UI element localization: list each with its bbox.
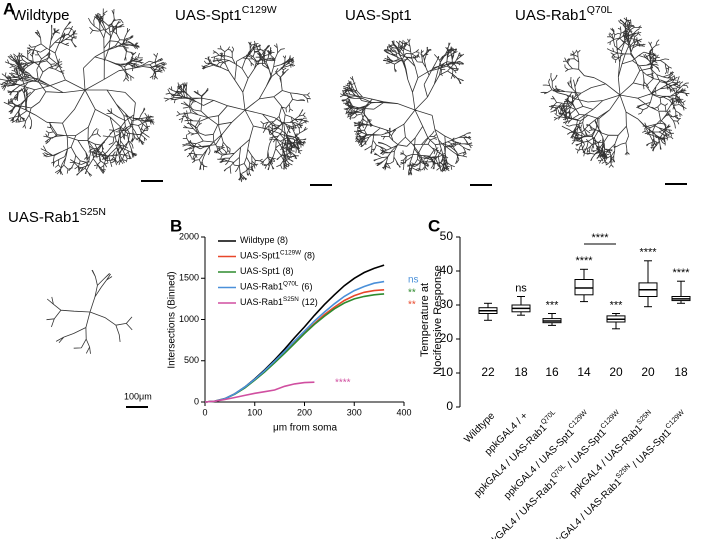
significance: **** xyxy=(672,267,690,279)
y-tick-label: 1000 xyxy=(179,314,199,324)
panel-letter: B xyxy=(170,216,182,235)
series-line xyxy=(204,293,385,403)
count: 20 xyxy=(609,365,623,379)
series-line xyxy=(204,289,385,403)
scale-bar-label: 100μm xyxy=(124,391,152,401)
y-axis-title: Nocifensive Response xyxy=(432,265,444,374)
legend-label: UAS-Spt1 (8) xyxy=(240,266,294,276)
annotation: ** xyxy=(408,288,416,299)
y-tick-label: 20 xyxy=(440,331,454,345)
legend-label-part: Wildtype (8) xyxy=(240,235,288,245)
image-label: UAS-Rab1Q70L xyxy=(515,4,613,24)
y-axis-title: Temperature at xyxy=(419,283,431,357)
legend-label-part: S25N xyxy=(283,296,299,303)
box xyxy=(574,279,594,296)
y-tick-label: 10 xyxy=(440,365,454,379)
image-label-part: Q70L xyxy=(587,4,613,16)
image-label-part: UAS-Spt1 xyxy=(345,7,412,24)
image-label: UAS-Spt1C129W xyxy=(175,4,277,24)
x-tick-label: 400 xyxy=(396,407,411,417)
significance: **** xyxy=(575,255,593,267)
legend-label-part: C129W xyxy=(280,250,301,257)
y-tick-label: 40 xyxy=(440,263,454,277)
neuron xyxy=(163,40,311,183)
legend-label: UAS-Spt1C129W (8) xyxy=(240,250,315,261)
legend-label-part: (8) xyxy=(304,251,315,261)
image-label: UAS-Rab1S25N xyxy=(8,206,106,226)
series-line xyxy=(204,280,385,403)
count: 16 xyxy=(545,365,559,379)
count: 22 xyxy=(481,365,495,379)
y-tick-label: 50 xyxy=(440,229,454,243)
y-tick-label: 0 xyxy=(446,399,453,413)
image-label: UAS-Spt1 xyxy=(345,7,412,24)
image-label-part: UAS-Rab1 xyxy=(8,209,80,226)
legend-label-part: Q70L xyxy=(283,281,299,288)
legend-label-part: UAS-Rab1 xyxy=(240,282,283,292)
neuron xyxy=(339,38,473,176)
count: 20 xyxy=(641,365,655,379)
y-tick-label: 30 xyxy=(440,297,454,311)
significance: *** xyxy=(546,299,560,311)
y-tick-label: 2000 xyxy=(179,231,199,241)
legend-label-part: UAS-Spt1 xyxy=(240,251,280,261)
neuron xyxy=(46,269,133,354)
count: 14 xyxy=(577,365,591,379)
image-label-part: UAS-Rab1 xyxy=(515,7,587,24)
x-tick-label: 0 xyxy=(202,407,207,417)
count: 18 xyxy=(514,365,528,379)
significance: ns xyxy=(515,282,527,294)
x-tick-label: 100 xyxy=(247,407,262,417)
annotation: **** xyxy=(335,378,351,389)
y-tick-label: 1500 xyxy=(179,273,199,283)
y-tick-label: 0 xyxy=(194,396,199,406)
legend-label: UAS-Rab1S25N (12) xyxy=(240,296,318,307)
x-tick-label-part: C129W xyxy=(665,409,687,431)
neuron xyxy=(540,17,690,168)
x-tick-label-part: C129W xyxy=(600,409,622,431)
x-tick-label: 200 xyxy=(297,407,312,417)
panel-letter: C xyxy=(428,216,440,235)
legend-label: UAS-Rab1Q70L (6) xyxy=(240,281,312,292)
image-label: Wildtype xyxy=(12,7,70,24)
x-tick-label-part: C129W xyxy=(568,409,590,431)
neuron-drawings xyxy=(0,8,690,354)
significance: *** xyxy=(610,299,624,311)
legend-label: Wildtype (8) xyxy=(240,235,288,245)
y-tick-label: 500 xyxy=(184,355,199,365)
x-tick-label-part: S25N xyxy=(636,409,653,426)
annotation: ** xyxy=(408,300,416,311)
legend-label-part: UAS-Rab1 xyxy=(240,297,283,307)
annotation: ns xyxy=(408,275,419,286)
legend-label-part: (6) xyxy=(301,282,312,292)
panel-letter: A xyxy=(3,0,15,18)
image-label-part: S25N xyxy=(80,206,106,218)
x-tick-label: 300 xyxy=(347,407,362,417)
series-line xyxy=(204,381,315,403)
y-axis-title: Intersections (Binned) xyxy=(167,271,178,368)
image-label-part: Wildtype xyxy=(12,7,70,24)
significance: **** xyxy=(639,247,657,259)
image-label-part: UAS-Spt1 xyxy=(175,7,242,24)
neuron xyxy=(0,8,167,177)
bracket-label: **** xyxy=(591,232,609,244)
legend-label-part: (12) xyxy=(302,297,318,307)
x-tick-label-part: Q70L xyxy=(540,409,557,426)
x-axis-title: μm from soma xyxy=(273,423,338,434)
count: 18 xyxy=(674,365,688,379)
legend-label-part: UAS-Spt1 (8) xyxy=(240,266,294,276)
image-label-part: C129W xyxy=(242,4,277,16)
